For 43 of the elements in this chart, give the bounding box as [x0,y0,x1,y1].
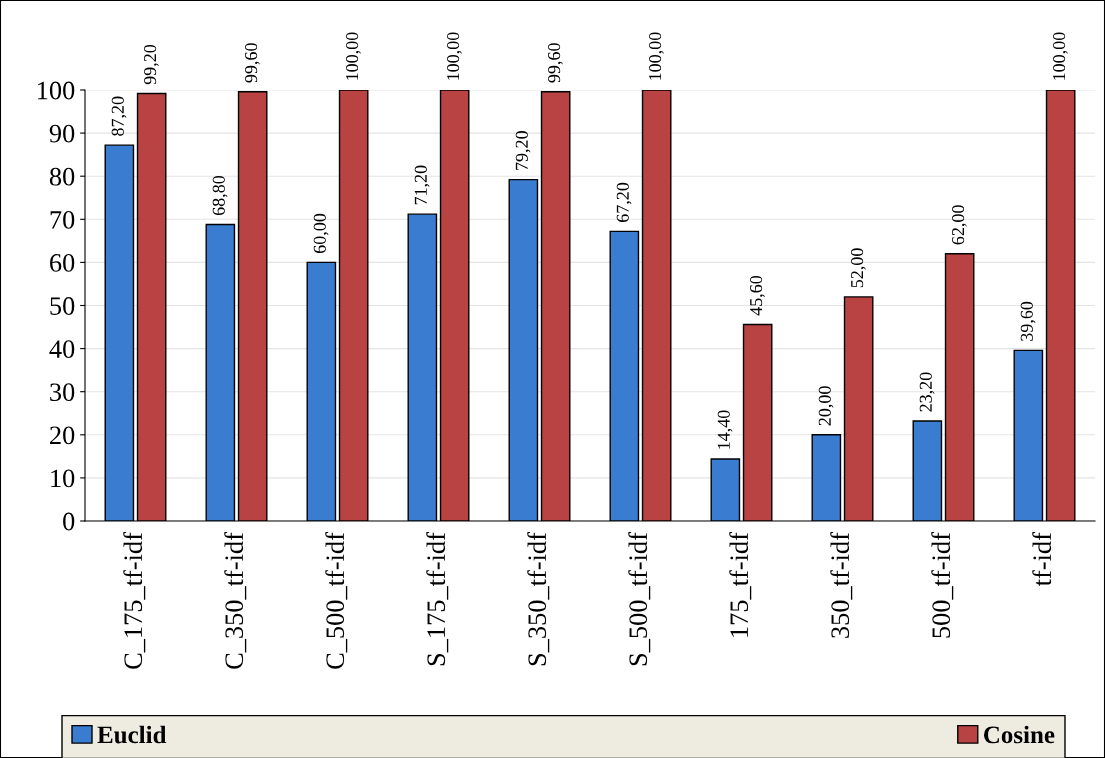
y-tick-label: 90 [49,124,75,143]
y-tick-label: 70 [50,210,75,229]
x-tick-label: S_500_tf-idf [628,532,651,666]
data-label: 52,00 [850,248,866,288]
data-label: 99,60 [547,43,563,83]
data-label: 60,00 [313,213,329,253]
y-tick-label: 80 [49,167,75,186]
x-tick-label: 350_tf-idf [830,532,853,638]
y-tick-label: 10 [51,469,75,488]
data-label: 100,00 [345,32,361,80]
x-tick-label: 175_tf-idf [729,532,752,637]
y-tick-label: 60 [50,254,75,272]
data-label: 68,80 [212,175,228,216]
data-label: 100,00 [648,32,664,80]
data-label: 45,60 [749,275,765,316]
x-tick-label: tf-idf [1032,532,1052,587]
legend-label: Euclid [97,725,167,744]
x-tick-label: S_175_tf-idf [426,532,449,666]
data-label: 87,20 [111,96,127,136]
data-label: 39,60 [1020,301,1036,341]
y-tick-label: 40 [49,340,75,359]
data-label: 99,60 [244,43,260,83]
y-tick-label: 30 [50,383,75,402]
data-label: 71,20 [414,165,430,205]
data-label: 100,00 [1052,32,1068,80]
x-tick-label: S_350_tf-idf [527,532,550,666]
y-tick-label: 0 [63,512,75,531]
x-tick-label: C_500_tf-idf [325,532,348,669]
y-tick-label: 50 [50,297,75,315]
data-label: 20,00 [818,386,834,426]
y-tick-label: 100 [38,81,75,100]
legend-label: Cosine [983,725,1055,744]
x-tick-label: C_350_tf-idf [224,532,247,669]
data-label: 23,20 [919,372,935,412]
data-label: 67,20 [616,182,632,222]
data-label: 100,00 [446,32,462,80]
data-label: 79,20 [515,131,531,170]
data-label: 99,20 [143,44,159,85]
x-tick-label: 500_tf-idf [931,532,954,638]
x-tick-label: C_175_tf-idf [123,532,146,669]
y-tick-label: 20 [50,426,75,445]
data-label: 62,00 [951,205,967,245]
data-label: 14,40 [717,410,733,449]
